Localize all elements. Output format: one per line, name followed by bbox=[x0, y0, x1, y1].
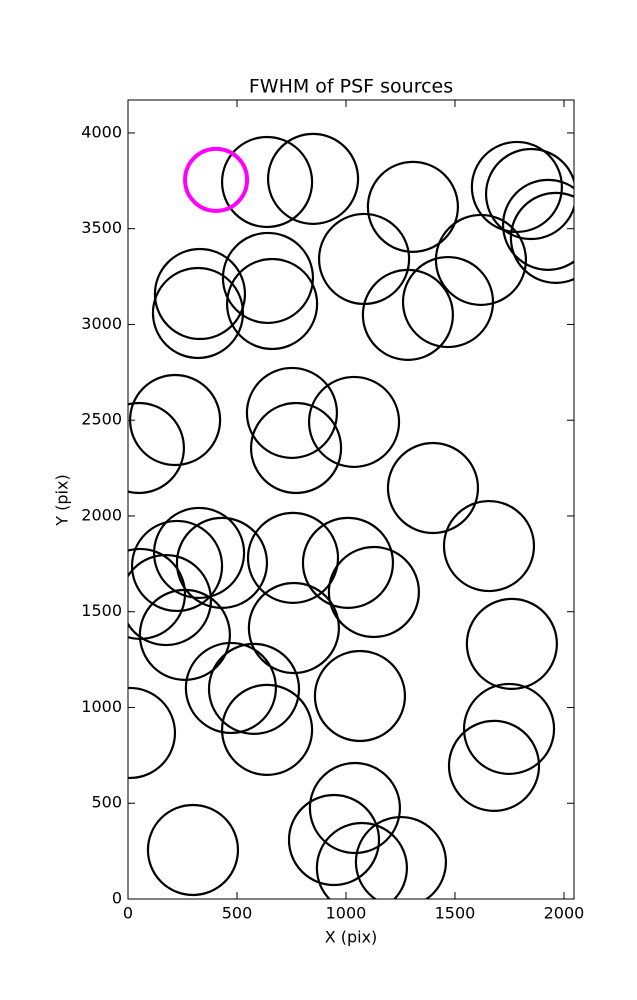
source-circle bbox=[327, 545, 420, 639]
source-circle bbox=[130, 519, 224, 613]
y-tick-label: 3500 bbox=[81, 218, 122, 237]
x-tick-label: 1500 bbox=[435, 904, 476, 923]
source-circle bbox=[386, 441, 480, 535]
source-circle bbox=[313, 649, 407, 743]
y-tick-label: 500 bbox=[91, 793, 122, 812]
source-circle bbox=[220, 135, 314, 229]
source-circle bbox=[153, 247, 247, 341]
source-circle bbox=[401, 255, 495, 349]
source-circle bbox=[307, 375, 401, 469]
source-circle bbox=[442, 499, 536, 593]
source-circle bbox=[146, 803, 240, 897]
source-circle bbox=[434, 213, 528, 307]
source-circle bbox=[152, 506, 246, 600]
x-tick-label: 1000 bbox=[326, 904, 367, 923]
source-circle bbox=[301, 516, 395, 609]
plot-frame bbox=[127, 99, 575, 900]
source-circle bbox=[247, 581, 340, 675]
y-tick-label: 1500 bbox=[81, 601, 122, 620]
source-circle bbox=[266, 132, 360, 226]
source-circle bbox=[207, 642, 301, 736]
y-tick-label: 2500 bbox=[81, 410, 122, 429]
source-circle bbox=[245, 366, 339, 460]
source-circle bbox=[221, 231, 315, 325]
plot-area bbox=[128, 132, 574, 899]
x-axis-label: X (pix) bbox=[325, 928, 378, 947]
source-circle bbox=[184, 641, 277, 735]
source-circle bbox=[501, 178, 574, 271]
source-circle bbox=[128, 686, 177, 780]
source-circle bbox=[361, 268, 454, 361]
y-tick-label: 0 bbox=[112, 889, 122, 908]
source-circle bbox=[354, 815, 448, 899]
source-circle bbox=[138, 588, 231, 682]
source-circle bbox=[220, 683, 314, 776]
source-circle bbox=[509, 191, 574, 284]
y-axis-label: Y (pix) bbox=[53, 474, 72, 526]
source-circle bbox=[249, 401, 343, 495]
source-circle bbox=[287, 793, 381, 887]
source-circle bbox=[128, 401, 185, 495]
source-circle bbox=[315, 821, 408, 899]
source-circle bbox=[151, 266, 245, 360]
y-tick-label: 2000 bbox=[81, 505, 122, 524]
source-circle bbox=[366, 160, 460, 253]
x-tick-label: 0 bbox=[123, 904, 133, 923]
source-circle bbox=[308, 761, 402, 855]
y-tick-label: 3000 bbox=[81, 314, 122, 333]
chart-title: FWHM of PSF sources bbox=[249, 76, 453, 98]
y-tick-label: 1000 bbox=[81, 697, 122, 716]
source-circle bbox=[484, 147, 574, 241]
x-tick-label: 500 bbox=[222, 904, 253, 923]
source-circle bbox=[465, 597, 558, 691]
source-circle bbox=[183, 146, 250, 213]
source-circle bbox=[128, 553, 213, 647]
source-circle bbox=[246, 511, 340, 605]
source-circle bbox=[462, 682, 556, 776]
source-circle bbox=[447, 719, 541, 812]
x-tick-label: 2000 bbox=[544, 904, 585, 923]
source-circle bbox=[225, 257, 319, 351]
y-tick-label: 4000 bbox=[81, 122, 122, 141]
